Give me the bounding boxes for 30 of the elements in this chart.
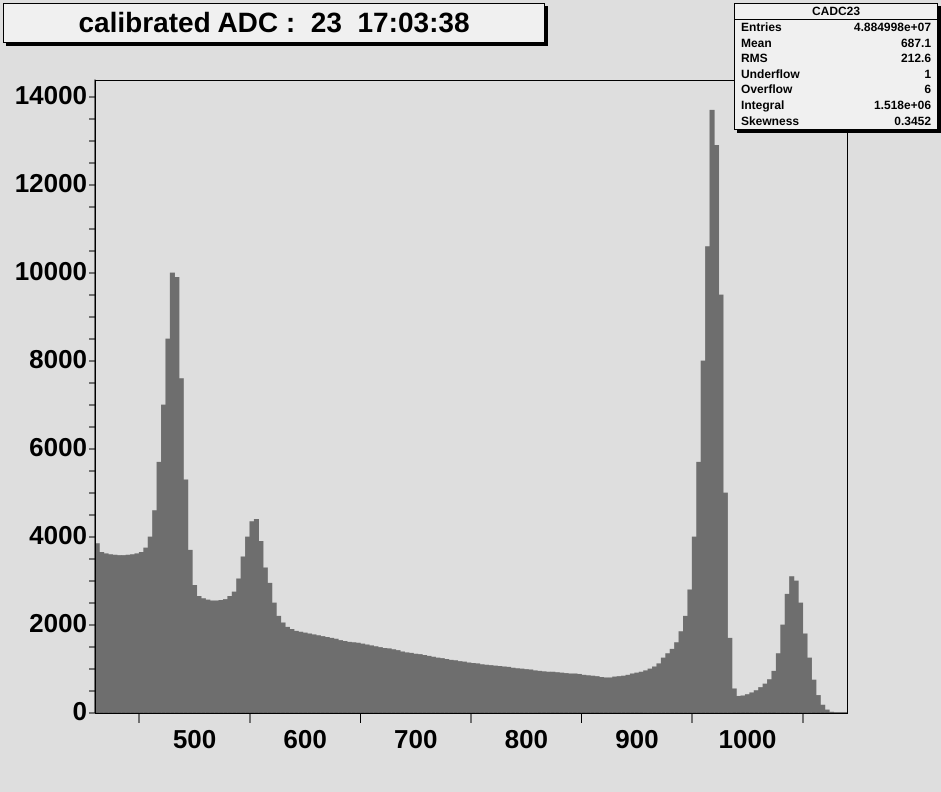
chart-title: calibrated ADC : 23 17:03:38 (3, 3, 545, 43)
text: 1.518e+06 (874, 98, 931, 114)
x-tick-label: 700 (394, 724, 438, 754)
x-tick-label: 800 (504, 724, 548, 754)
y-tick-label: 4000 (29, 520, 87, 550)
y-tick-label: 6000 (29, 432, 87, 462)
y-tick-label: 12000 (14, 168, 87, 198)
x-tick-label: 1000 (718, 724, 776, 754)
text: 4.884998e+07 (854, 20, 931, 36)
text: 1 (924, 66, 931, 82)
y-tick-label: 10000 (14, 256, 87, 286)
text: 212.6 (900, 51, 931, 67)
y-tick-label: 2000 (29, 608, 87, 638)
annotation: Overflow (741, 82, 792, 98)
annotation: Underflow (741, 66, 800, 82)
text: CADC23 (735, 4, 937, 20)
text: 687.1 (900, 36, 931, 52)
y-tick-label: 0 (72, 696, 87, 726)
x-tick-label: 600 (283, 724, 327, 754)
text: Mean (741, 36, 772, 52)
text: 6 (924, 82, 931, 98)
x-tick-label: 500 (172, 724, 216, 754)
y-tick-label: 14000 (14, 80, 87, 110)
annotation: Skewness (741, 114, 800, 130)
text: 0.3452 (894, 114, 931, 130)
text: RMS (741, 51, 768, 67)
text: Entries (741, 20, 782, 36)
annotation: Integral (741, 98, 784, 114)
y-tick-label: 8000 (29, 344, 87, 374)
x-tick-label: 900 (615, 724, 659, 754)
